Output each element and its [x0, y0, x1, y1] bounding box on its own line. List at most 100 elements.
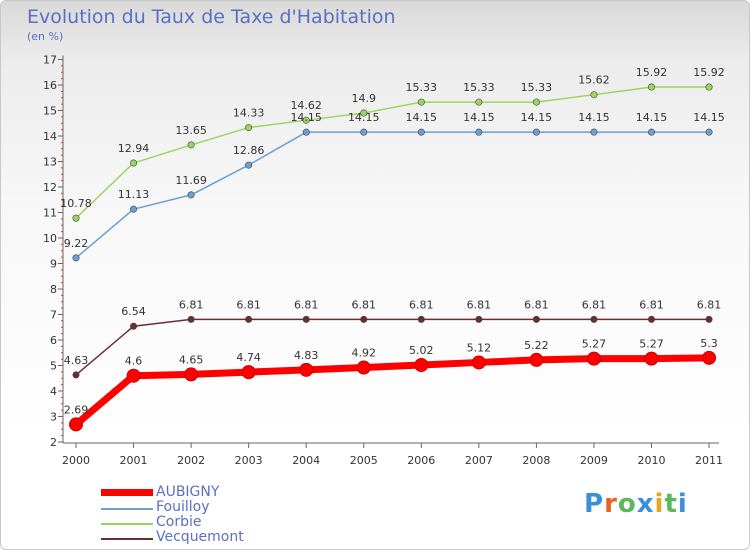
- data-point-fouilloy: [417, 128, 425, 136]
- data-point-corbie: [417, 98, 425, 106]
- data-label-fouilloy: 11.13: [118, 188, 150, 201]
- data-point-vecquemont: [302, 315, 310, 323]
- y-tick-label: 17: [43, 54, 57, 67]
- data-point-aubigny: [299, 362, 314, 377]
- data-label-corbie: 13.65: [175, 124, 207, 137]
- data-label-vecquemont: 6.81: [524, 298, 549, 311]
- data-point-fouilloy: [245, 161, 253, 169]
- data-point-vecquemont: [360, 315, 368, 323]
- data-point-fouilloy: [647, 128, 655, 136]
- data-label-vecquemont: 6.54: [121, 305, 146, 318]
- data-point-aubigny: [586, 351, 601, 366]
- data-label-aubigny: 4.92: [352, 347, 377, 360]
- data-label-corbie: 15.33: [406, 81, 438, 94]
- data-point-fouilloy: [302, 128, 310, 136]
- data-point-corbie: [72, 214, 80, 222]
- logo-letter: x: [636, 489, 655, 519]
- data-label-aubigny: 5.02: [409, 344, 434, 357]
- data-label-vecquemont: 6.81: [179, 298, 204, 311]
- data-label-corbie: 15.92: [693, 66, 725, 79]
- data-label-corbie: 10.78: [60, 197, 92, 210]
- data-label-corbie: 15.33: [463, 81, 495, 94]
- x-tick-label: 2001: [120, 454, 148, 467]
- x-tick-label: 2008: [522, 454, 550, 467]
- data-label-corbie: 14.33: [233, 107, 265, 120]
- data-label-fouilloy: 14.15: [290, 111, 322, 124]
- data-label-fouilloy: 14.15: [406, 111, 438, 124]
- data-label-aubigny: 5.27: [582, 338, 607, 351]
- legend-swatch-fouilloy: [101, 508, 153, 510]
- data-point-vecquemont: [590, 315, 598, 323]
- logo-letter: o: [617, 489, 637, 519]
- x-tick-label: 2007: [465, 454, 493, 467]
- data-label-vecquemont: 4.63: [64, 354, 89, 367]
- data-point-aubigny: [471, 355, 486, 370]
- data-label-fouilloy: 14.15: [521, 111, 553, 124]
- x-tick-label: 2002: [177, 454, 205, 467]
- data-point-fouilloy: [360, 128, 368, 136]
- data-label-aubigny: 4.6: [125, 355, 143, 368]
- data-point-corbie: [590, 91, 598, 99]
- data-point-vecquemont: [475, 315, 483, 323]
- data-point-vecquemont: [245, 315, 253, 323]
- x-tick-label: 2000: [62, 454, 90, 467]
- data-point-vecquemont: [532, 315, 540, 323]
- data-label-aubigny: 4.74: [236, 351, 261, 364]
- x-tick-label: 2003: [235, 454, 263, 467]
- data-point-vecquemont: [417, 315, 425, 323]
- data-label-vecquemont: 6.81: [352, 298, 377, 311]
- data-label-corbie: 15.62: [578, 74, 610, 87]
- y-tick-label: 8: [50, 283, 57, 296]
- y-tick-label: 15: [43, 105, 57, 118]
- x-tick-label: 2006: [407, 454, 435, 467]
- series-line-vecquemont: [75, 318, 710, 376]
- data-label-vecquemont: 6.81: [294, 298, 319, 311]
- data-point-aubigny: [241, 365, 256, 380]
- data-point-fouilloy: [590, 128, 598, 136]
- data-point-aubigny: [644, 351, 659, 366]
- data-label-vecquemont: 6.81: [582, 298, 607, 311]
- legend-swatch-aubigny: [101, 489, 153, 496]
- data-point-fouilloy: [475, 128, 483, 136]
- y-tick-label: 11: [43, 207, 57, 220]
- data-label-vecquemont: 6.81: [236, 298, 261, 311]
- proxiti-logo: Proxiti: [584, 489, 688, 519]
- y-tick-label: 13: [43, 156, 57, 169]
- data-point-fouilloy: [187, 191, 195, 199]
- data-point-corbie: [187, 141, 195, 149]
- data-point-vecquemont: [705, 315, 713, 323]
- legend-swatch-corbie: [101, 523, 153, 525]
- logo-letter: i: [654, 489, 665, 519]
- x-tick-label: 2005: [350, 454, 378, 467]
- y-tick-label: 4: [50, 385, 57, 398]
- x-tick-label: 2004: [292, 454, 320, 467]
- data-label-vecquemont: 6.81: [697, 298, 722, 311]
- y-tick-label: 10: [43, 232, 57, 245]
- y-tick-label: 7: [50, 309, 57, 322]
- data-label-fouilloy: 12.86: [233, 144, 265, 157]
- data-point-corbie: [475, 98, 483, 106]
- data-point-aubigny: [414, 357, 429, 372]
- logo-letter: t: [664, 489, 678, 519]
- y-tick-label: 14: [43, 130, 57, 143]
- series-line-corbie: [75, 86, 710, 219]
- data-label-aubigny: 4.83: [294, 349, 319, 362]
- data-point-aubigny: [69, 417, 83, 432]
- legend-label-aubigny: AUBIGNY: [156, 484, 220, 500]
- data-point-fouilloy: [72, 254, 80, 262]
- data-point-aubigny: [702, 350, 717, 365]
- x-tick-label: 2010: [638, 454, 666, 467]
- y-tick-label: 3: [50, 411, 57, 424]
- data-point-vecquemont: [130, 322, 138, 330]
- data-point-aubigny: [126, 368, 141, 383]
- data-label-corbie: 14.62: [290, 99, 322, 112]
- series-line-aubigny: [72, 354, 713, 428]
- data-label-aubigny: 4.65: [179, 353, 204, 366]
- data-label-fouilloy: 14.15: [463, 111, 495, 124]
- data-point-vecquemont: [647, 315, 655, 323]
- data-point-fouilloy: [532, 128, 540, 136]
- x-tick-label: 2011: [695, 454, 723, 467]
- chart-title: Evolution du Taux de Taxe d'Habitation: [27, 6, 396, 28]
